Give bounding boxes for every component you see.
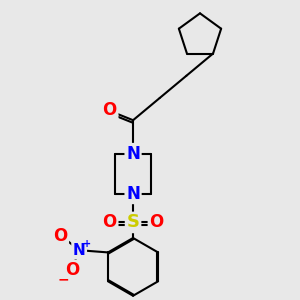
Text: N: N <box>126 145 140 163</box>
Text: O: O <box>103 213 117 231</box>
Text: O: O <box>149 213 164 231</box>
Text: O: O <box>65 261 80 279</box>
Text: N: N <box>126 184 140 202</box>
Text: +: + <box>83 238 91 248</box>
Text: O: O <box>53 227 68 245</box>
Text: O: O <box>103 101 117 119</box>
Text: N: N <box>73 243 85 258</box>
Text: S: S <box>127 213 140 231</box>
Text: −: − <box>58 272 69 286</box>
